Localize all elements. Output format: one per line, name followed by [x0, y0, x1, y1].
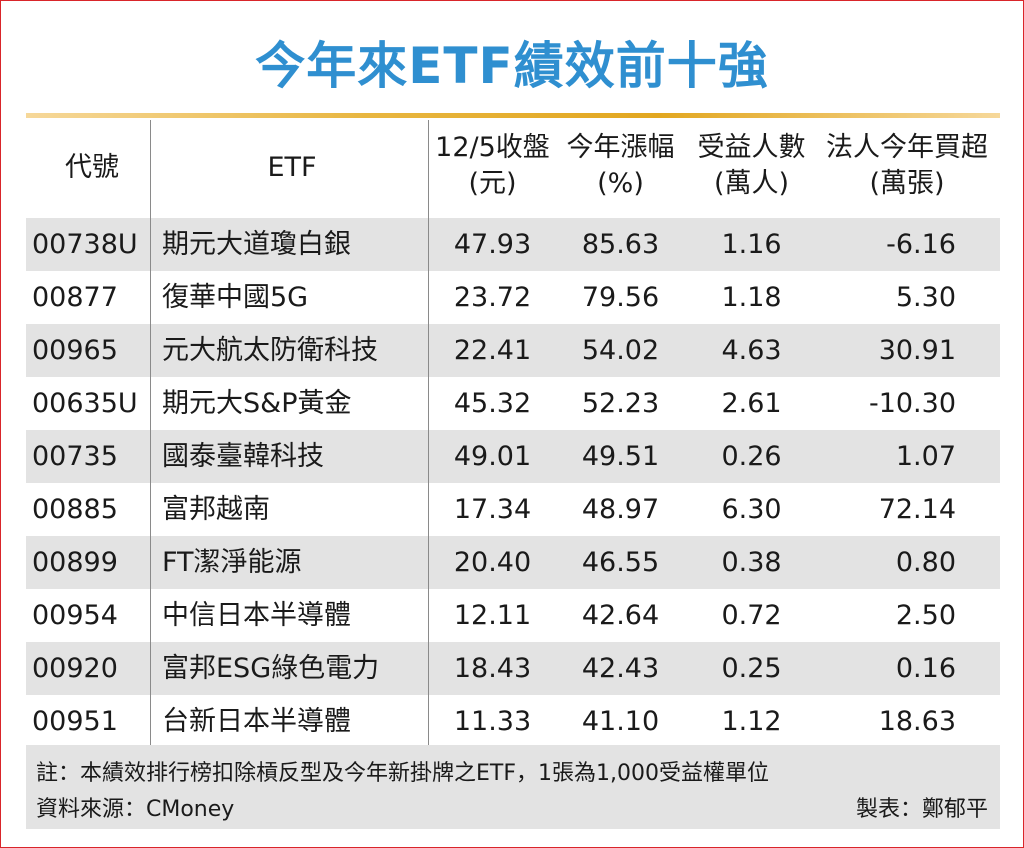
cell-etf-name: 國泰臺韓科技	[162, 441, 324, 472]
cell-change: 41.10	[581, 706, 660, 737]
table-row: 00735 國泰臺韓科技 49.01 49.51 0.26 1.07	[26, 430, 1000, 483]
cell-etf-name: FT潔淨能源	[162, 547, 302, 578]
cell-change: 42.64	[581, 600, 660, 631]
cell-code: 00951	[32, 706, 118, 737]
cell-etf-name: 富邦越南	[162, 494, 270, 525]
cell-code: 00899	[32, 547, 118, 578]
table-row: 00899 FT潔淨能源 20.40 46.55 0.38 0.80	[26, 536, 1000, 589]
table-row: 00965 元大航太防衛科技 22.41 54.02 4.63 30.91	[26, 324, 1000, 377]
cell-holders: 1.16	[721, 229, 782, 260]
cell-change: 42.43	[581, 653, 660, 684]
cell-etf-name: 期元大S&P黃金	[162, 388, 352, 419]
header-code-label: 代號	[65, 152, 119, 183]
cell-close: 45.32	[453, 388, 532, 419]
cell-close: 17.34	[453, 494, 532, 525]
cell-close: 18.43	[453, 653, 532, 684]
cell-close: 11.33	[453, 706, 532, 737]
cell-holders: 4.63	[721, 335, 782, 366]
cell-code: 00965	[32, 335, 118, 366]
table-header: 代號 ETF 12/5收盤 (元) 今年漲幅 (%) 受益人數 (萬人) 法人今…	[26, 120, 1000, 216]
header-institutional: 法人今年買超 (萬張)	[818, 120, 996, 216]
cell-institutional: 5.30	[895, 282, 956, 313]
cell-etf-name: 台新日本半導體	[162, 706, 351, 737]
cell-code: 00877	[32, 282, 118, 313]
cell-holders: 1.12	[721, 706, 782, 737]
table-row: 00885 富邦越南 17.34 48.97 6.30 72.14	[26, 483, 1000, 536]
cell-holders: 0.72	[721, 600, 782, 631]
column-divider	[150, 120, 151, 745]
cell-close: 47.93	[453, 229, 532, 260]
cell-holders: 0.26	[721, 441, 782, 472]
column-divider	[428, 120, 429, 745]
cell-change: 54.02	[581, 335, 660, 366]
cell-code: 00738U	[32, 229, 138, 260]
cell-holders: 0.38	[721, 547, 782, 578]
cell-institutional: -10.30	[868, 388, 956, 419]
cell-etf-name: 期元大道瓊白銀	[162, 229, 351, 260]
header-holders: 受益人數 (萬人)	[685, 120, 818, 216]
cell-close: 20.40	[453, 547, 532, 578]
cell-change: 85.63	[581, 229, 660, 260]
cell-holders: 2.61	[721, 388, 782, 419]
header-change-unit: (%)	[597, 168, 644, 199]
cell-institutional: -6.16	[886, 229, 956, 260]
header-change-label: 今年漲幅	[566, 132, 675, 163]
cell-code: 00635U	[32, 388, 138, 419]
table-row: 00738U 期元大道瓊白銀 47.93 85.63 1.16 -6.16	[26, 218, 1000, 271]
cell-close: 23.72	[453, 282, 532, 313]
cell-institutional: 0.16	[895, 653, 956, 684]
footnote: 註：本績效排行榜扣除槓反型及今年新掛牌之ETF，1張為1,000受益權單位	[36, 761, 769, 786]
header-close-label: 12/5收盤	[435, 132, 550, 163]
cell-change: 52.23	[581, 388, 660, 419]
cell-holders: 1.18	[721, 282, 782, 313]
cell-code: 00885	[32, 494, 118, 525]
table-footer: 註：本績效排行榜扣除槓反型及今年新掛牌之ETF，1張為1,000受益權單位 資料…	[26, 745, 1000, 829]
cell-change: 79.56	[581, 282, 660, 313]
cell-close: 49.01	[453, 441, 532, 472]
cell-institutional: 30.91	[878, 335, 956, 366]
cell-institutional: 0.80	[895, 547, 956, 578]
header-close-unit: (元)	[468, 168, 517, 199]
header-close: 12/5收盤 (元)	[429, 120, 556, 216]
cell-change: 46.55	[581, 547, 660, 578]
title-underline	[26, 113, 1000, 118]
cell-code: 00954	[32, 600, 118, 631]
cell-holders: 6.30	[721, 494, 782, 525]
cell-institutional: 18.63	[878, 706, 956, 737]
credit-note: 製表：鄭郁平	[855, 797, 988, 822]
source-note: 資料來源：CMoney	[36, 797, 235, 822]
cell-etf-name: 復華中國5G	[162, 282, 309, 313]
chart-title: 今年來ETF績效前十強	[255, 37, 769, 95]
table-row: 00635U 期元大S&P黃金 45.32 52.23 2.61 -10.30	[26, 377, 1000, 430]
cell-change: 48.97	[581, 494, 660, 525]
cell-close: 12.11	[453, 600, 532, 631]
cell-close: 22.41	[453, 335, 532, 366]
cell-code: 00920	[32, 653, 118, 684]
header-etf: ETF	[162, 120, 422, 216]
header-institutional-unit: (萬張)	[869, 168, 945, 199]
header-code: 代號	[32, 120, 152, 216]
header-change: 今年漲幅 (%)	[556, 120, 685, 216]
cell-change: 49.51	[581, 441, 660, 472]
cell-institutional: 72.14	[878, 494, 956, 525]
table-row: 00920 富邦ESG綠色電力 18.43 42.43 0.25 0.16	[26, 642, 1000, 695]
header-etf-label: ETF	[267, 152, 317, 183]
table-row: 00877 復華中國5G 23.72 79.56 1.18 5.30	[26, 271, 1000, 324]
cell-etf-name: 富邦ESG綠色電力	[162, 653, 380, 684]
table-row: 00951 台新日本半導體 11.33 41.10 1.12 18.63	[26, 695, 1000, 748]
cell-code: 00735	[32, 441, 118, 472]
table-row: 00954 中信日本半導體 12.11 42.64 0.72 2.50	[26, 589, 1000, 642]
header-institutional-label: 法人今年買超	[826, 132, 988, 163]
cell-institutional: 2.50	[895, 600, 956, 631]
header-holders-unit: (萬人)	[713, 168, 790, 199]
cell-etf-name: 元大航太防衛科技	[162, 335, 378, 366]
cell-etf-name: 中信日本半導體	[162, 600, 351, 631]
cell-institutional: 1.07	[895, 441, 956, 472]
cell-holders: 0.25	[721, 653, 782, 684]
header-holders-label: 受益人數	[697, 132, 806, 163]
